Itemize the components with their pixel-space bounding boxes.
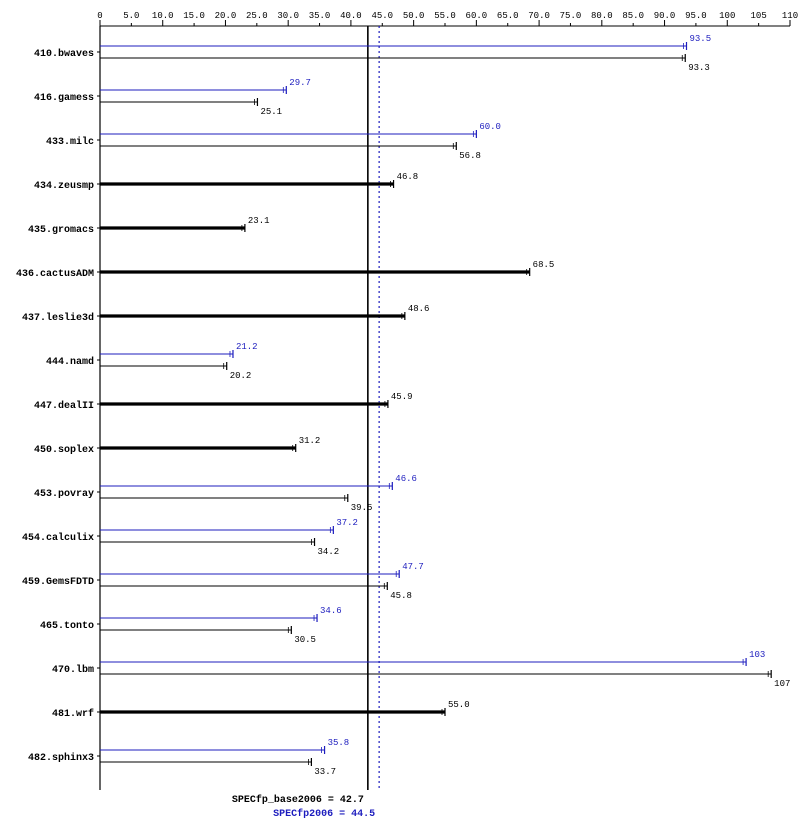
- benchmark-value: 48.6: [408, 304, 430, 314]
- axis-tick-label: 10.0: [152, 11, 174, 21]
- benchmark-value: 34.2: [318, 547, 340, 557]
- benchmark-value: 60.0: [479, 122, 501, 132]
- benchmark-value: 93.3: [688, 63, 710, 73]
- benchmark-value: 20.2: [230, 371, 252, 381]
- benchmark-label: 470.lbm: [52, 664, 94, 676]
- benchmark-value: 45.8: [390, 591, 412, 601]
- benchmark-label: 410.bwaves: [34, 48, 94, 60]
- benchmark-value: 31.2: [299, 436, 321, 446]
- ref-peak-label: SPECfp2006 = 44.5: [273, 808, 375, 820]
- axis-tick-label: 50.0: [403, 11, 425, 21]
- benchmark-label: 434.zeusmp: [34, 181, 94, 192]
- benchmark-value: 56.8: [459, 151, 481, 161]
- axis-tick-label: 85.0: [622, 11, 644, 21]
- axis-tick-label: 30.0: [277, 11, 299, 21]
- benchmark-label: 416.gamess: [34, 93, 94, 104]
- benchmark-value: 45.9: [391, 392, 413, 402]
- benchmark-label: 437.leslie3d: [22, 312, 94, 324]
- benchmark-label: 481.wrf: [52, 708, 94, 720]
- benchmark-label: 447.dealII: [34, 400, 94, 412]
- axis-tick-label: 5.0: [123, 11, 139, 21]
- axis-tick-label: 105: [751, 11, 767, 21]
- benchmark-value: 30.5: [294, 635, 316, 645]
- benchmark-value: 46.8: [397, 172, 419, 182]
- axis-tick-label: 35.0: [309, 11, 331, 21]
- axis-tick-label: 65.0: [497, 11, 519, 21]
- benchmark-value: 39.5: [351, 503, 373, 513]
- benchmark-value: 29.7: [289, 78, 311, 88]
- benchmark-label: 454.calculix: [22, 532, 94, 544]
- axis-tick-label: 45.0: [371, 11, 393, 21]
- spec-chart: 0 5.0 10.0 15.0 20.0 25.0 30.0 35.0 40.0 45.0 50.0…: [0, 0, 799, 831]
- benchmark-label: 433.milc: [46, 136, 94, 148]
- benchmark-label: 450.soplex: [34, 444, 94, 456]
- ref-base-label: SPECfp_base2006 = 42.7: [232, 794, 364, 806]
- benchmark-label: 465.tonto: [40, 621, 94, 632]
- benchmark-value: 23.1: [248, 216, 270, 226]
- benchmark-label: 453.povray: [34, 489, 94, 500]
- axis-tick-label: 60.0: [466, 11, 488, 21]
- benchmark-label: 459.GemsFDTD: [22, 577, 94, 588]
- benchmark-value: 37.2: [336, 518, 358, 528]
- axis-tick-label: 70.0: [528, 11, 550, 21]
- axis-tick-label: 100: [719, 11, 735, 21]
- benchmark-value: 46.6: [395, 474, 417, 484]
- axis-tick-label: 110: [782, 11, 798, 21]
- benchmark-value: 47.7: [402, 562, 424, 572]
- benchmark-value: 103: [749, 650, 765, 660]
- benchmark-label: 435.gromacs: [28, 225, 94, 236]
- benchmark-value: 34.6: [320, 606, 342, 616]
- axis-tick-label: 20.0: [215, 11, 237, 21]
- benchmark-label: 482.sphinx3: [28, 752, 94, 764]
- benchmark-value: 68.5: [533, 260, 555, 270]
- benchmark-value: 33.7: [314, 767, 336, 777]
- axis-tick-label: 0: [97, 11, 102, 21]
- benchmark-value: 35.8: [328, 738, 350, 748]
- benchmark-value: 21.2: [236, 342, 258, 352]
- axis-tick-label: 55.0: [434, 11, 456, 21]
- axis-tick-label: 80.0: [591, 11, 613, 21]
- axis-tick-label: 75.0: [560, 11, 582, 21]
- axis-tick-label: 15.0: [183, 11, 205, 21]
- axis-tick-label: 25.0: [246, 11, 268, 21]
- benchmark-value: 55.0: [448, 700, 470, 710]
- benchmark-value: 107: [774, 679, 790, 689]
- axis-tick-label: 95.0: [685, 11, 707, 21]
- benchmark-label: 436.cactusADM: [16, 269, 94, 280]
- benchmark-value: 93.5: [690, 34, 712, 44]
- benchmark-label: 444.namd: [46, 356, 94, 368]
- benchmark-value: 25.1: [260, 107, 282, 117]
- axis-tick-label: 40.0: [340, 11, 362, 21]
- axis-tick-label: 90.0: [654, 11, 676, 21]
